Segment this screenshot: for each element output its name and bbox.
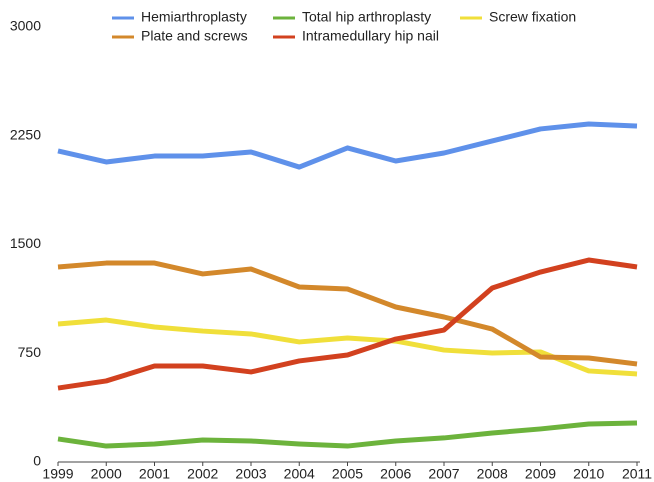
x-tick-label: 2006 (380, 466, 411, 482)
y-tick-label: 750 (18, 344, 42, 360)
y-tick-label: 2250 (10, 126, 41, 142)
x-tick-label: 2009 (525, 466, 556, 482)
x-tick-label: 2003 (235, 466, 266, 482)
series-line (57, 317, 638, 377)
legend-label: Total hip arthroplasty (302, 9, 431, 25)
legend-label: Screw fixation (489, 9, 576, 25)
x-tick-label: 2007 (428, 466, 459, 482)
x-tick-label: 2001 (139, 466, 170, 482)
legend-label: Hemiarthroplasty (141, 9, 247, 25)
x-tick-label: 2004 (284, 466, 315, 482)
series-line (57, 257, 638, 391)
x-tick-label: 2011 (622, 466, 652, 482)
legend-label: Intramedullary hip nail (302, 28, 439, 44)
x-tick-label: 2008 (477, 466, 508, 482)
series-line (57, 420, 638, 449)
x-tick-label: 1999 (42, 466, 73, 482)
series-line (57, 260, 638, 367)
x-tick-label: 2010 (573, 466, 604, 482)
x-tick-label: 2002 (187, 466, 218, 482)
x-tick-label: 2005 (332, 466, 363, 482)
y-tick-label: 0 (33, 453, 41, 469)
y-tick-label: 3000 (10, 18, 41, 34)
legend-label: Plate and screws (141, 28, 248, 44)
x-tick-label: 2000 (91, 466, 122, 482)
series-line (57, 121, 638, 170)
y-tick-label: 1500 (10, 235, 41, 251)
